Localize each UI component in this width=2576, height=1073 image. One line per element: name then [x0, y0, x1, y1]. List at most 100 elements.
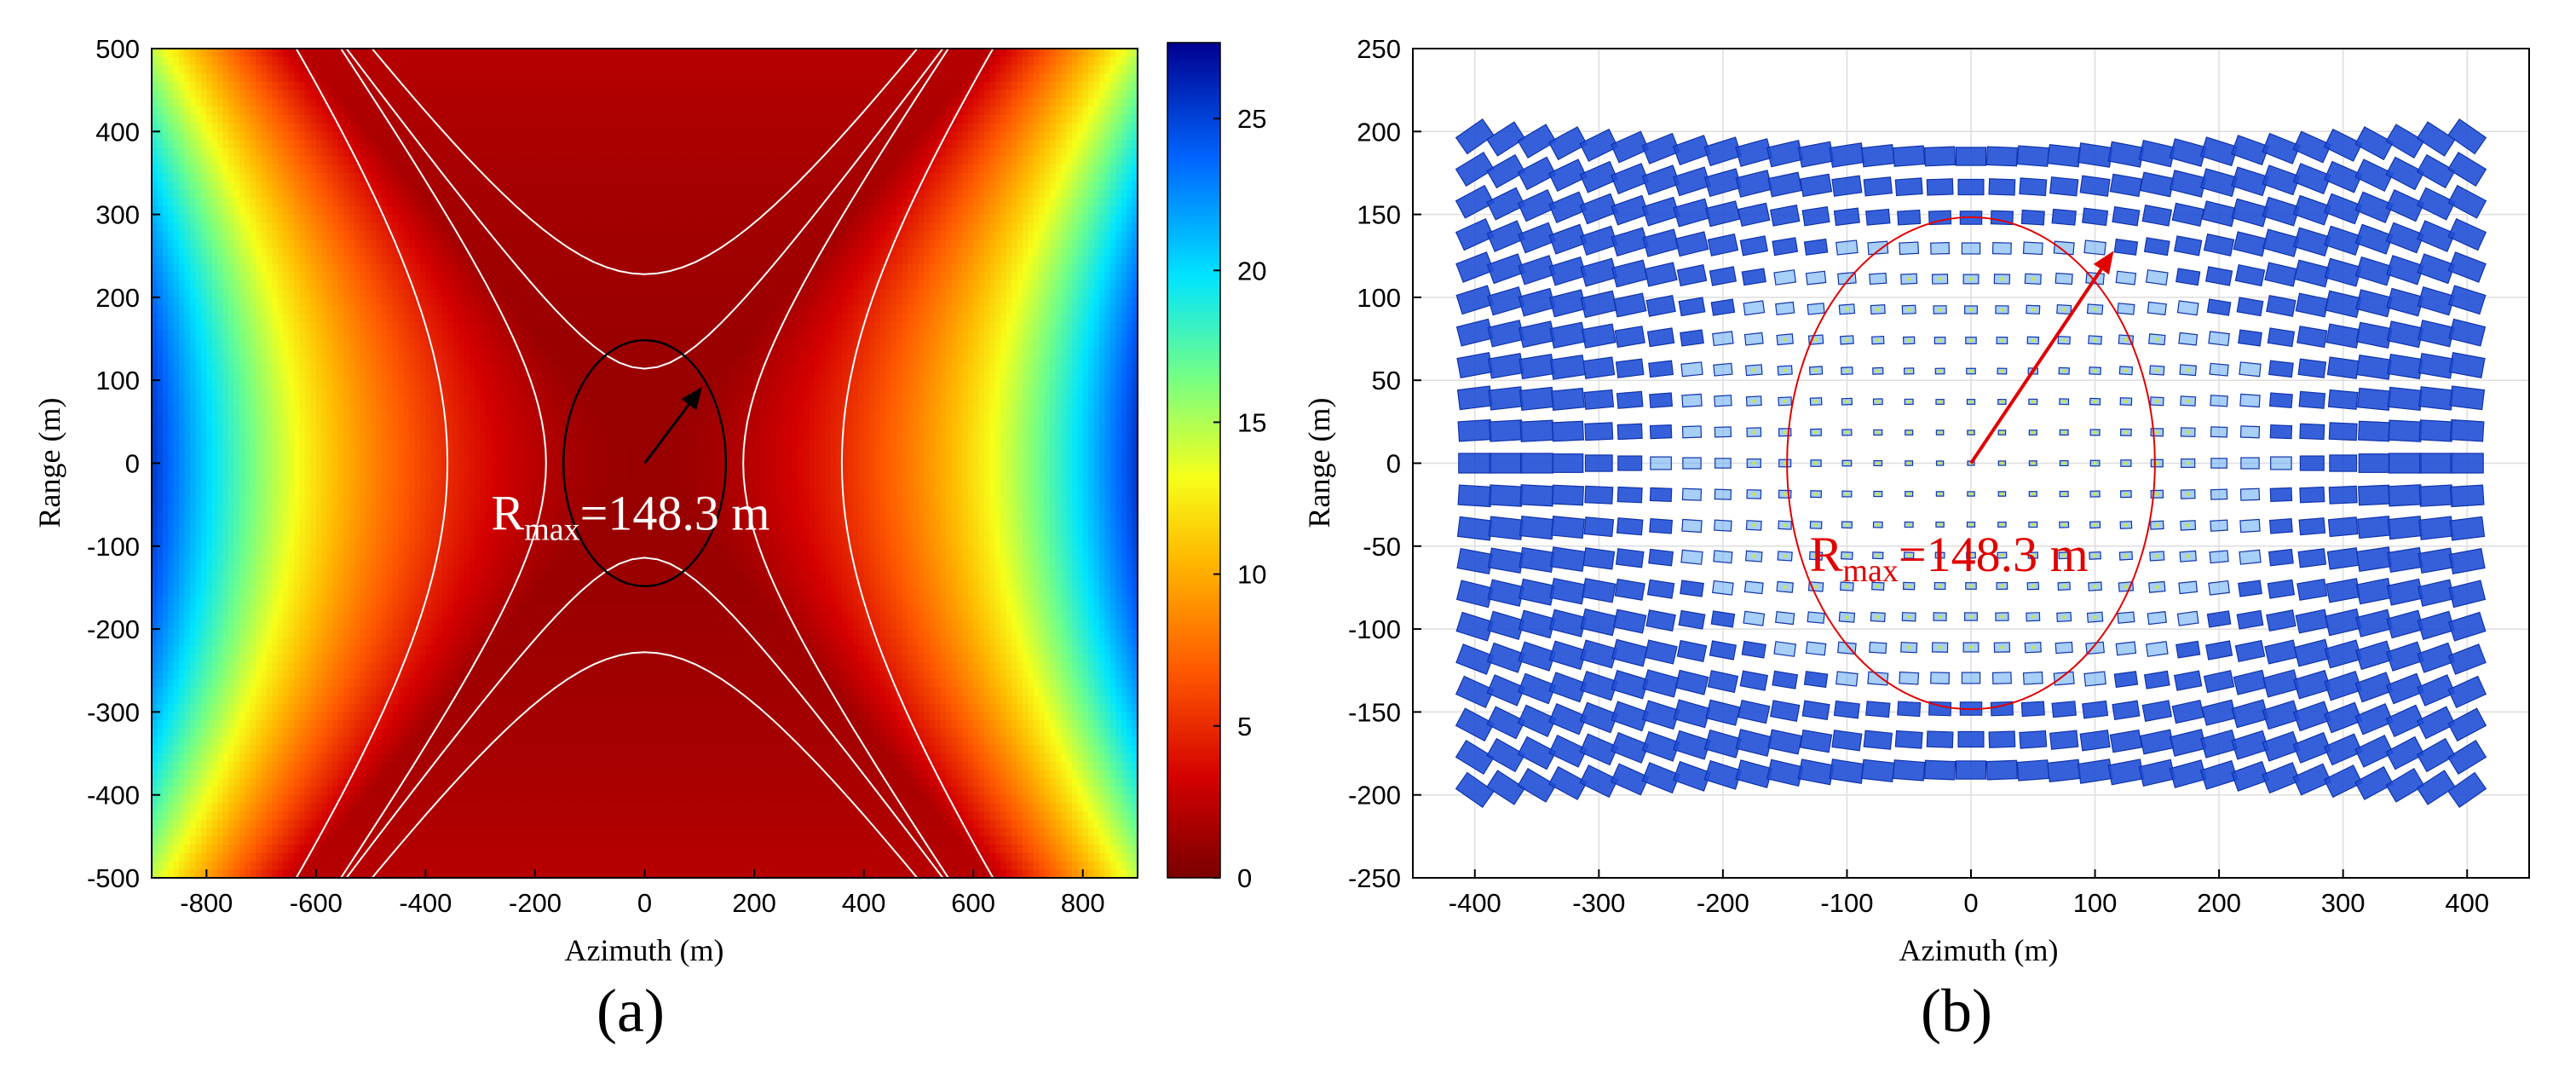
heatmap-cell	[376, 131, 383, 141]
heatmap-cell	[168, 147, 175, 158]
heatmap-cell	[414, 322, 421, 332]
heatmap-cell	[206, 654, 213, 663]
heatmap-cell	[414, 794, 421, 805]
heatmap-cell	[365, 828, 372, 838]
heatmap-cell	[266, 471, 274, 481]
heatmap-cell	[189, 736, 197, 747]
heatmap-cell	[294, 181, 301, 191]
heatmap-cell	[277, 736, 285, 747]
heatmap-cell	[409, 322, 416, 332]
heatmap-cell	[299, 479, 306, 489]
heatmap-cell	[195, 289, 202, 298]
heatmap-cell	[326, 123, 333, 133]
heatmap-cell	[168, 654, 175, 663]
heatmap-cell	[250, 512, 256, 522]
heatmap-cell	[387, 280, 394, 290]
heatmap-cell	[398, 49, 405, 58]
heatmap-cell	[222, 869, 229, 878]
heatmap-cell	[332, 620, 339, 630]
heatmap-cell	[206, 620, 213, 630]
heatmap-cell	[337, 852, 344, 862]
heatmap-cell	[173, 289, 180, 298]
heatmap-cell	[321, 695, 328, 705]
heatmap-cell	[343, 231, 350, 240]
heatmap-cell	[189, 662, 197, 672]
heatmap-cell	[371, 205, 377, 216]
heatmap-cell	[206, 736, 213, 747]
heatmap-cell	[152, 164, 158, 174]
heatmap-cell	[228, 770, 235, 780]
heatmap-cell	[381, 289, 389, 298]
heatmap-cell	[283, 786, 290, 796]
heatmap-cell	[195, 645, 202, 655]
heatmap-cell	[152, 670, 158, 680]
heatmap-cell	[211, 512, 218, 522]
heatmap-cell	[304, 347, 312, 356]
heatmap-cell	[245, 845, 251, 854]
heatmap-cell	[206, 297, 213, 307]
heatmap-cell	[337, 678, 344, 689]
heatmap-cell	[403, 189, 410, 199]
heatmap-cell	[349, 272, 355, 282]
heatmap-cell	[376, 73, 383, 83]
heatmap-cell	[206, 355, 213, 365]
heatmap-cell	[315, 123, 323, 133]
heatmap-cell	[349, 811, 355, 821]
heatmap-cell	[222, 463, 229, 473]
heatmap-cell	[392, 562, 400, 572]
heatmap-cell	[376, 654, 383, 663]
heatmap-cell	[277, 620, 285, 630]
heatmap-cell	[310, 811, 317, 821]
heatmap-cell	[152, 98, 158, 107]
heatmap-cell	[360, 56, 366, 66]
heatmap-cell	[387, 131, 394, 141]
heatmap-cell	[419, 629, 427, 638]
heatmap-cell	[403, 521, 410, 531]
heatmap-cell	[315, 554, 323, 564]
heatmap-cell	[233, 794, 240, 805]
heatmap-cell	[256, 670, 262, 680]
heatmap-cell	[239, 637, 246, 647]
heatmap-cell	[343, 49, 350, 58]
heatmap-cell	[387, 629, 394, 638]
heatmap-cell	[288, 305, 295, 315]
heatmap-cell	[266, 695, 274, 705]
heatmap-cell	[299, 280, 306, 290]
heatmap-cell	[277, 388, 285, 398]
heatmap-cell	[419, 140, 427, 149]
heatmap-cell	[228, 753, 235, 763]
heatmap-cell	[152, 654, 158, 663]
heatmap-cell	[403, 861, 410, 871]
heatmap-cell	[315, 247, 323, 257]
heatmap-cell	[245, 505, 251, 514]
heatmap-cell	[256, 745, 262, 754]
heatmap-cell	[332, 687, 339, 696]
heatmap-cell	[239, 239, 246, 249]
heatmap-cell	[200, 521, 208, 531]
heatmap-cell	[277, 314, 285, 323]
heatmap-cell	[179, 786, 186, 796]
heatmap-cell	[315, 263, 323, 274]
heatmap-cell	[403, 587, 410, 597]
heatmap-cell	[189, 380, 197, 389]
heatmap-cell	[266, 869, 274, 878]
heatmap-cell	[200, 247, 208, 257]
heatmap-cell	[326, 338, 333, 349]
heatmap-cell	[365, 836, 372, 845]
heatmap-cell	[321, 256, 328, 265]
heatmap-cell	[277, 421, 285, 431]
heatmap-cell	[195, 662, 202, 672]
heatmap-cell	[211, 496, 218, 505]
heatmap-cell	[360, 819, 366, 829]
heatmap-cell	[403, 479, 410, 489]
heatmap-cell	[376, 396, 383, 407]
heatmap-cell	[272, 388, 279, 398]
heatmap-cell	[272, 778, 279, 787]
heatmap-cell	[256, 214, 262, 224]
heatmap-cell	[168, 430, 175, 440]
heatmap-cell	[173, 222, 180, 232]
heatmap-cell	[256, 363, 262, 373]
heatmap-cell	[228, 172, 235, 182]
heatmap-cell	[414, 396, 421, 407]
heatmap-cell	[403, 612, 410, 622]
